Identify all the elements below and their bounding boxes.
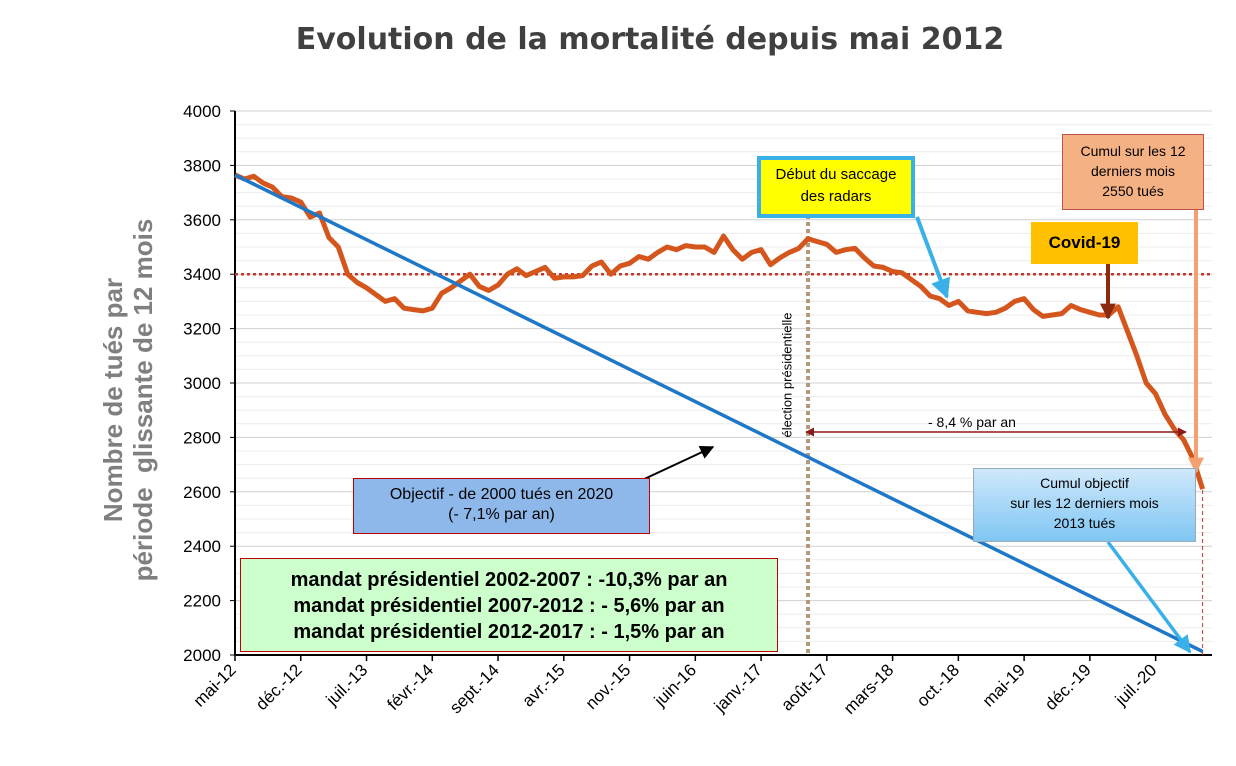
y-tick-label: 2200 — [183, 592, 221, 611]
x-tick-label: nov.-15 — [582, 660, 635, 713]
x-tick-label: mai-12 — [190, 660, 240, 710]
x-tick-label: juil.-20 — [1111, 660, 1161, 710]
y-tick-label: 3000 — [183, 374, 221, 393]
x-tick-label: août-17 — [777, 660, 831, 714]
series-objective — [234, 173, 1204, 654]
x-tick-label: janv.-17 — [710, 660, 766, 716]
x-tick-label: mai-19 — [979, 660, 1029, 710]
mandate-line-3: mandat présidentiel 2012-2017 : - 1,5% p… — [293, 621, 725, 643]
y-tick-label: 3800 — [183, 156, 221, 175]
y-tick-label: 2600 — [183, 483, 221, 502]
y-tick-label: 2800 — [183, 428, 221, 447]
cumul-annotation: Cumul sur les 12 derniers mois 2550 tués — [1062, 134, 1204, 210]
y-ticks: 2000 2200 2400 2600 2800 3000 3200 3400 3600 3800… — [183, 102, 235, 665]
radar-annotation: Début du saccage des radars — [757, 156, 915, 218]
series-lines — [234, 172, 1205, 654]
objective-annotation: Objectif - de 2000 tués en 2020 (- 7,1% … — [353, 478, 650, 534]
x-tick-label: déc.-19 — [1041, 660, 1095, 714]
x-tick-label: juil.-13 — [322, 660, 372, 710]
x-tick-label: sept.-14 — [446, 660, 503, 717]
x-tick-label: mars-18 — [840, 660, 898, 718]
y-tick-label: 4000 — [183, 102, 221, 121]
y-tick-label: 3400 — [183, 265, 221, 284]
annotation-arrows — [639, 210, 1204, 654]
x-tick-label: déc.-12 — [252, 660, 306, 714]
mandates-annotation: mandat présidentiel 2002-2007 : -10,3% p… — [240, 558, 778, 652]
x-tick-label: oct.-18 — [913, 660, 963, 710]
objective-arrow — [639, 445, 715, 482]
x-tick-label: févr.-14 — [384, 660, 438, 714]
y-tick-label: 3600 — [183, 211, 221, 230]
mandate-line-1: mandat présidentiel 2002-2007 : -10,3% p… — [290, 569, 728, 591]
covid-annotation: Covid-19 — [1031, 222, 1138, 264]
rate-label: - 8,4 % par an — [928, 414, 1016, 430]
x-tick-label: avr.-15 — [518, 660, 568, 710]
cumul-objective-annotation: Cumul objectif sur les 12 derniers mois … — [973, 468, 1196, 542]
chart-title: Evolution de la mortalité depuis mai 201… — [295, 22, 1005, 57]
y-tick-label: 2000 — [183, 646, 221, 665]
x-tick-label: juin-16 — [650, 660, 700, 710]
cumul-objective-arrow — [1106, 540, 1192, 654]
y-tick-label: 2400 — [183, 537, 221, 556]
y-tick-label: 3200 — [183, 320, 221, 339]
radar-arrow — [915, 216, 951, 299]
series-observed — [234, 172, 1205, 490]
election-label: élection présidentielle — [779, 312, 795, 438]
mandate-line-2: mandat présidentiel 2007-2012 : - 5,6% p… — [293, 595, 725, 617]
x-ticks: mai-12 déc.-12 juil.-13 févr.-14 sept.-14 avr… — [190, 655, 1161, 718]
